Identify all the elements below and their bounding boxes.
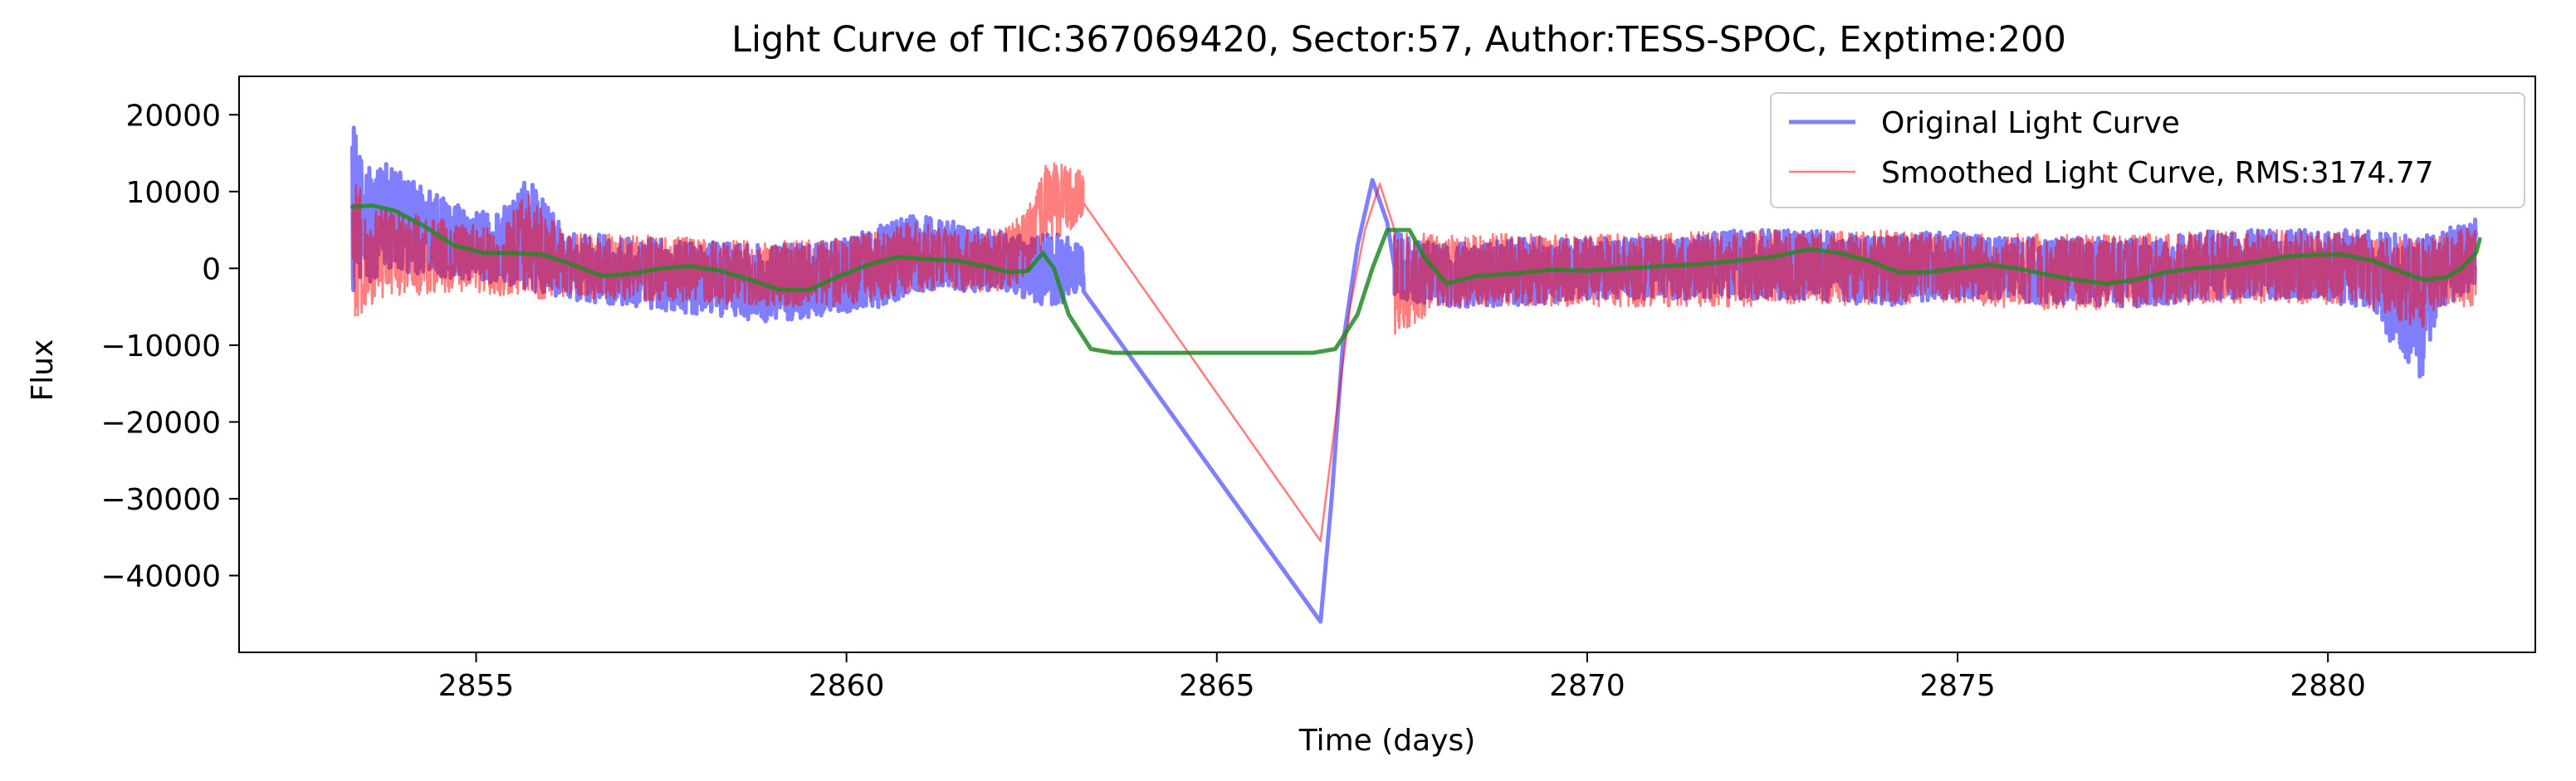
y-tick-label-2: 0 (202, 252, 221, 286)
series-2 (350, 203, 2482, 355)
legend-label-smoothed: Smoothed Light Curve, RMS:3174.77 (1881, 156, 2434, 190)
y-tick-label-6: −40000 (100, 559, 221, 593)
series-line-2 (350, 203, 2482, 355)
x-tick-label-5: 2880 (2290, 669, 2366, 703)
series-1 (351, 162, 2477, 543)
y-axis-label: Flux (26, 339, 60, 402)
chart-title: Light Curve of TIC:367069420, Sector:57,… (731, 19, 2066, 61)
x-tick-label-4: 2875 (1919, 669, 1996, 703)
x-tick-label-0: 2855 (438, 669, 515, 703)
y-tick-label-0: 20000 (125, 99, 221, 133)
legend-label-original: Original Light Curve (1881, 106, 2180, 140)
series-line-1 (351, 162, 2477, 543)
y-tick-label-4: −20000 (100, 406, 221, 440)
x-tick-label-2: 2865 (1179, 669, 1255, 703)
plot-frame (238, 76, 2536, 653)
x-axis: 2855 2860 2865 2870 2875 2880 (438, 652, 2366, 703)
y-axis: 20000 10000 0 −10000 −20000 −30000 −40000 (100, 99, 239, 593)
x-tick-label-3: 2870 (1549, 669, 1625, 703)
x-tick-label-1: 2860 (809, 669, 885, 703)
y-tick-label-5: −30000 (100, 483, 221, 517)
y-tick-label-3: −10000 (100, 329, 221, 364)
legend-box (1770, 92, 2525, 208)
legend: Original Light Curve Smoothed Light Curv… (1770, 92, 2525, 208)
y-tick-label-1: 10000 (125, 176, 221, 210)
plot-area (350, 125, 2482, 624)
x-axis-label: Time (days) (1298, 724, 1476, 758)
